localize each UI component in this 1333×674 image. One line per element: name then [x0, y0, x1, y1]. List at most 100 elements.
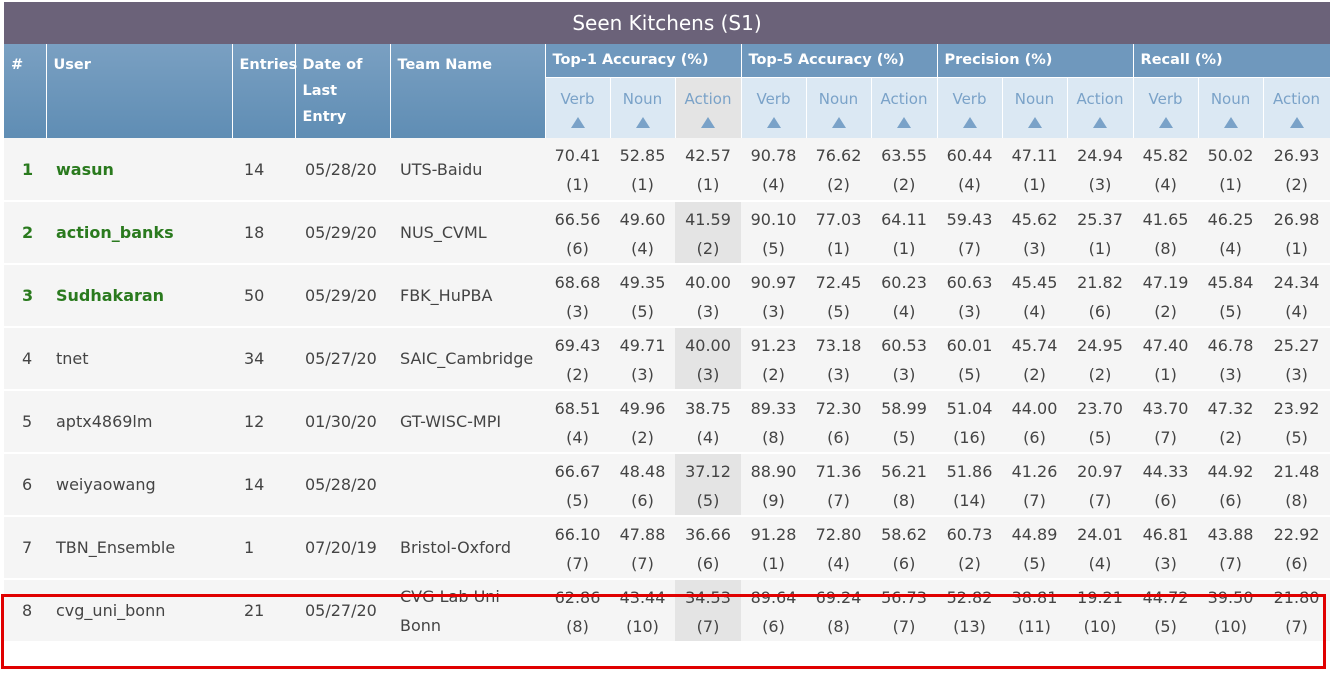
- metric-value: 60.44: [946, 146, 993, 165]
- metric-value: 44.72: [1142, 588, 1189, 607]
- sort-header-label: Verb: [756, 89, 791, 108]
- sort-header-top1-action[interactable]: Action: [675, 77, 742, 138]
- metric-cell: 51.04 (16): [937, 390, 1002, 454]
- metric-rank: (4): [1219, 239, 1242, 258]
- sort-up-icon[interactable]: [635, 116, 650, 128]
- metric-value: 49.96: [619, 399, 666, 418]
- sort-header-precision-action[interactable]: Action: [1067, 77, 1134, 138]
- rank-cell: 1: [4, 138, 46, 202]
- metric-cell: 44.33 (6): [1133, 453, 1199, 517]
- metric-value: 91.28: [750, 525, 797, 544]
- user-cell: aptx4869lm: [46, 390, 232, 454]
- metric-value: 77.03: [815, 210, 862, 229]
- sort-header-recall-noun[interactable]: Noun: [1198, 77, 1264, 138]
- metric-cell: 41.59 (2): [675, 201, 741, 265]
- metric-value: 68.68: [554, 273, 601, 292]
- metric-cell: 43.88 (7): [1198, 516, 1264, 580]
- sort-header-precision-verb[interactable]: Verb: [937, 77, 1003, 138]
- metric-cell: 45.62 (3): [1002, 201, 1067, 265]
- user-cell: action_banks: [46, 201, 232, 265]
- metric-rank: (8): [892, 491, 916, 510]
- sort-header-top5-action[interactable]: Action: [871, 77, 938, 138]
- sort-header-recall-verb[interactable]: Verb: [1133, 77, 1199, 138]
- metric-rank: (10): [1214, 617, 1247, 636]
- metric-rank: (5): [631, 302, 654, 321]
- metric-rank: (4): [892, 302, 916, 321]
- date-cell: 05/29/20: [295, 264, 390, 328]
- metric-value: 20.97: [1077, 462, 1123, 481]
- sort-up-icon[interactable]: [1289, 116, 1304, 128]
- metric-value: 45.84: [1207, 273, 1254, 292]
- metric-rank: (1): [827, 239, 850, 258]
- user-cell: Sudhakaran: [46, 264, 232, 328]
- metric-cell: 47.19 (2): [1133, 264, 1199, 328]
- metric-cell: 60.73 (2): [937, 516, 1002, 580]
- metric-value: 46.25: [1207, 210, 1254, 229]
- metric-cell: 90.97 (3): [741, 264, 806, 328]
- metric-cell: 72.30 (6): [806, 390, 871, 454]
- metric-rank: (8): [566, 617, 589, 636]
- metric-rank: (6): [566, 239, 589, 258]
- metric-value: 43.44: [619, 588, 666, 607]
- metric-rank: (4): [631, 239, 654, 258]
- metric-cell: 44.72 (5): [1133, 579, 1199, 643]
- metric-rank: (4): [827, 554, 850, 573]
- sort-up-icon[interactable]: [570, 116, 585, 128]
- metric-value: 60.73: [946, 525, 993, 544]
- metric-value: 24.01: [1077, 525, 1123, 544]
- metric-cell: 49.35 (5): [610, 264, 675, 328]
- metric-cell: 60.44 (4): [937, 138, 1002, 202]
- metric-value: 44.92: [1207, 462, 1254, 481]
- date-cell: 05/28/20: [295, 138, 390, 202]
- metric-cell: 39.50 (10): [1198, 579, 1264, 643]
- metric-rank: (7): [631, 554, 654, 573]
- sort-up-icon[interactable]: [1223, 116, 1238, 128]
- metric-rank: (7): [696, 617, 720, 636]
- sort-up-icon[interactable]: [962, 116, 977, 128]
- metric-value: 90.10: [750, 210, 797, 229]
- sort-header-top1-verb[interactable]: Verb: [545, 77, 611, 138]
- sort-up-icon[interactable]: [766, 116, 781, 128]
- sort-header-precision-noun[interactable]: Noun: [1002, 77, 1068, 138]
- metric-cell: 42.57 (1): [675, 138, 741, 202]
- metric-value: 26.98: [1273, 210, 1320, 229]
- metric-cell: 26.93 (2): [1263, 138, 1331, 202]
- metric-cell: 69.43 (2): [545, 327, 610, 391]
- metric-cell: 88.90 (9): [741, 453, 806, 517]
- sort-header-top5-noun[interactable]: Noun: [806, 77, 872, 138]
- table-row: 5 aptx4869lm 12 01/30/20 GT-WISC-MPI 68.51 (4)…: [4, 390, 1331, 454]
- metric-value: 23.70: [1077, 399, 1123, 418]
- entries-cell: 12: [232, 390, 295, 454]
- sort-up-icon[interactable]: [1158, 116, 1173, 128]
- metric-value: 62.86: [554, 588, 601, 607]
- metric-value: 52.85: [619, 146, 666, 165]
- date-cell: 05/27/20: [295, 579, 390, 643]
- metric-cell: 19.21 (10): [1067, 579, 1134, 643]
- metric-rank: (1): [1219, 175, 1242, 194]
- metric-value: 38.75: [685, 399, 731, 418]
- metric-cell: 21.82 (6): [1067, 264, 1134, 328]
- date-cell: 05/29/20: [295, 201, 390, 265]
- metric-cell: 25.37 (1): [1067, 201, 1134, 265]
- metric-cell: 60.23 (4): [871, 264, 937, 328]
- sort-up-icon[interactable]: [831, 116, 846, 128]
- metric-value: 66.56: [554, 210, 601, 229]
- sort-up-icon[interactable]: [897, 116, 911, 128]
- metric-cell: 38.81 (11): [1002, 579, 1067, 643]
- metric-rank: (5): [762, 239, 785, 258]
- sort-header-label: Verb: [1148, 89, 1183, 108]
- sort-header-top5-verb[interactable]: Verb: [741, 77, 807, 138]
- sort-header-top1-noun[interactable]: Noun: [610, 77, 676, 138]
- metric-cell: 34.53 (7): [675, 579, 741, 643]
- sort-up-icon[interactable]: [1093, 116, 1108, 128]
- metric-cell: 38.75 (4): [675, 390, 741, 454]
- header-rank: #: [4, 44, 47, 138]
- sort-up-icon[interactable]: [701, 116, 715, 128]
- metric-rank: (1): [762, 554, 785, 573]
- metric-value: 66.67: [554, 462, 601, 481]
- sort-up-icon[interactable]: [1027, 116, 1042, 128]
- metric-value: 47.11: [1011, 146, 1058, 165]
- user-cell: TBN_Ensemble: [46, 516, 232, 580]
- sort-header-recall-action[interactable]: Action: [1263, 77, 1331, 138]
- metric-cell: 44.92 (6): [1198, 453, 1264, 517]
